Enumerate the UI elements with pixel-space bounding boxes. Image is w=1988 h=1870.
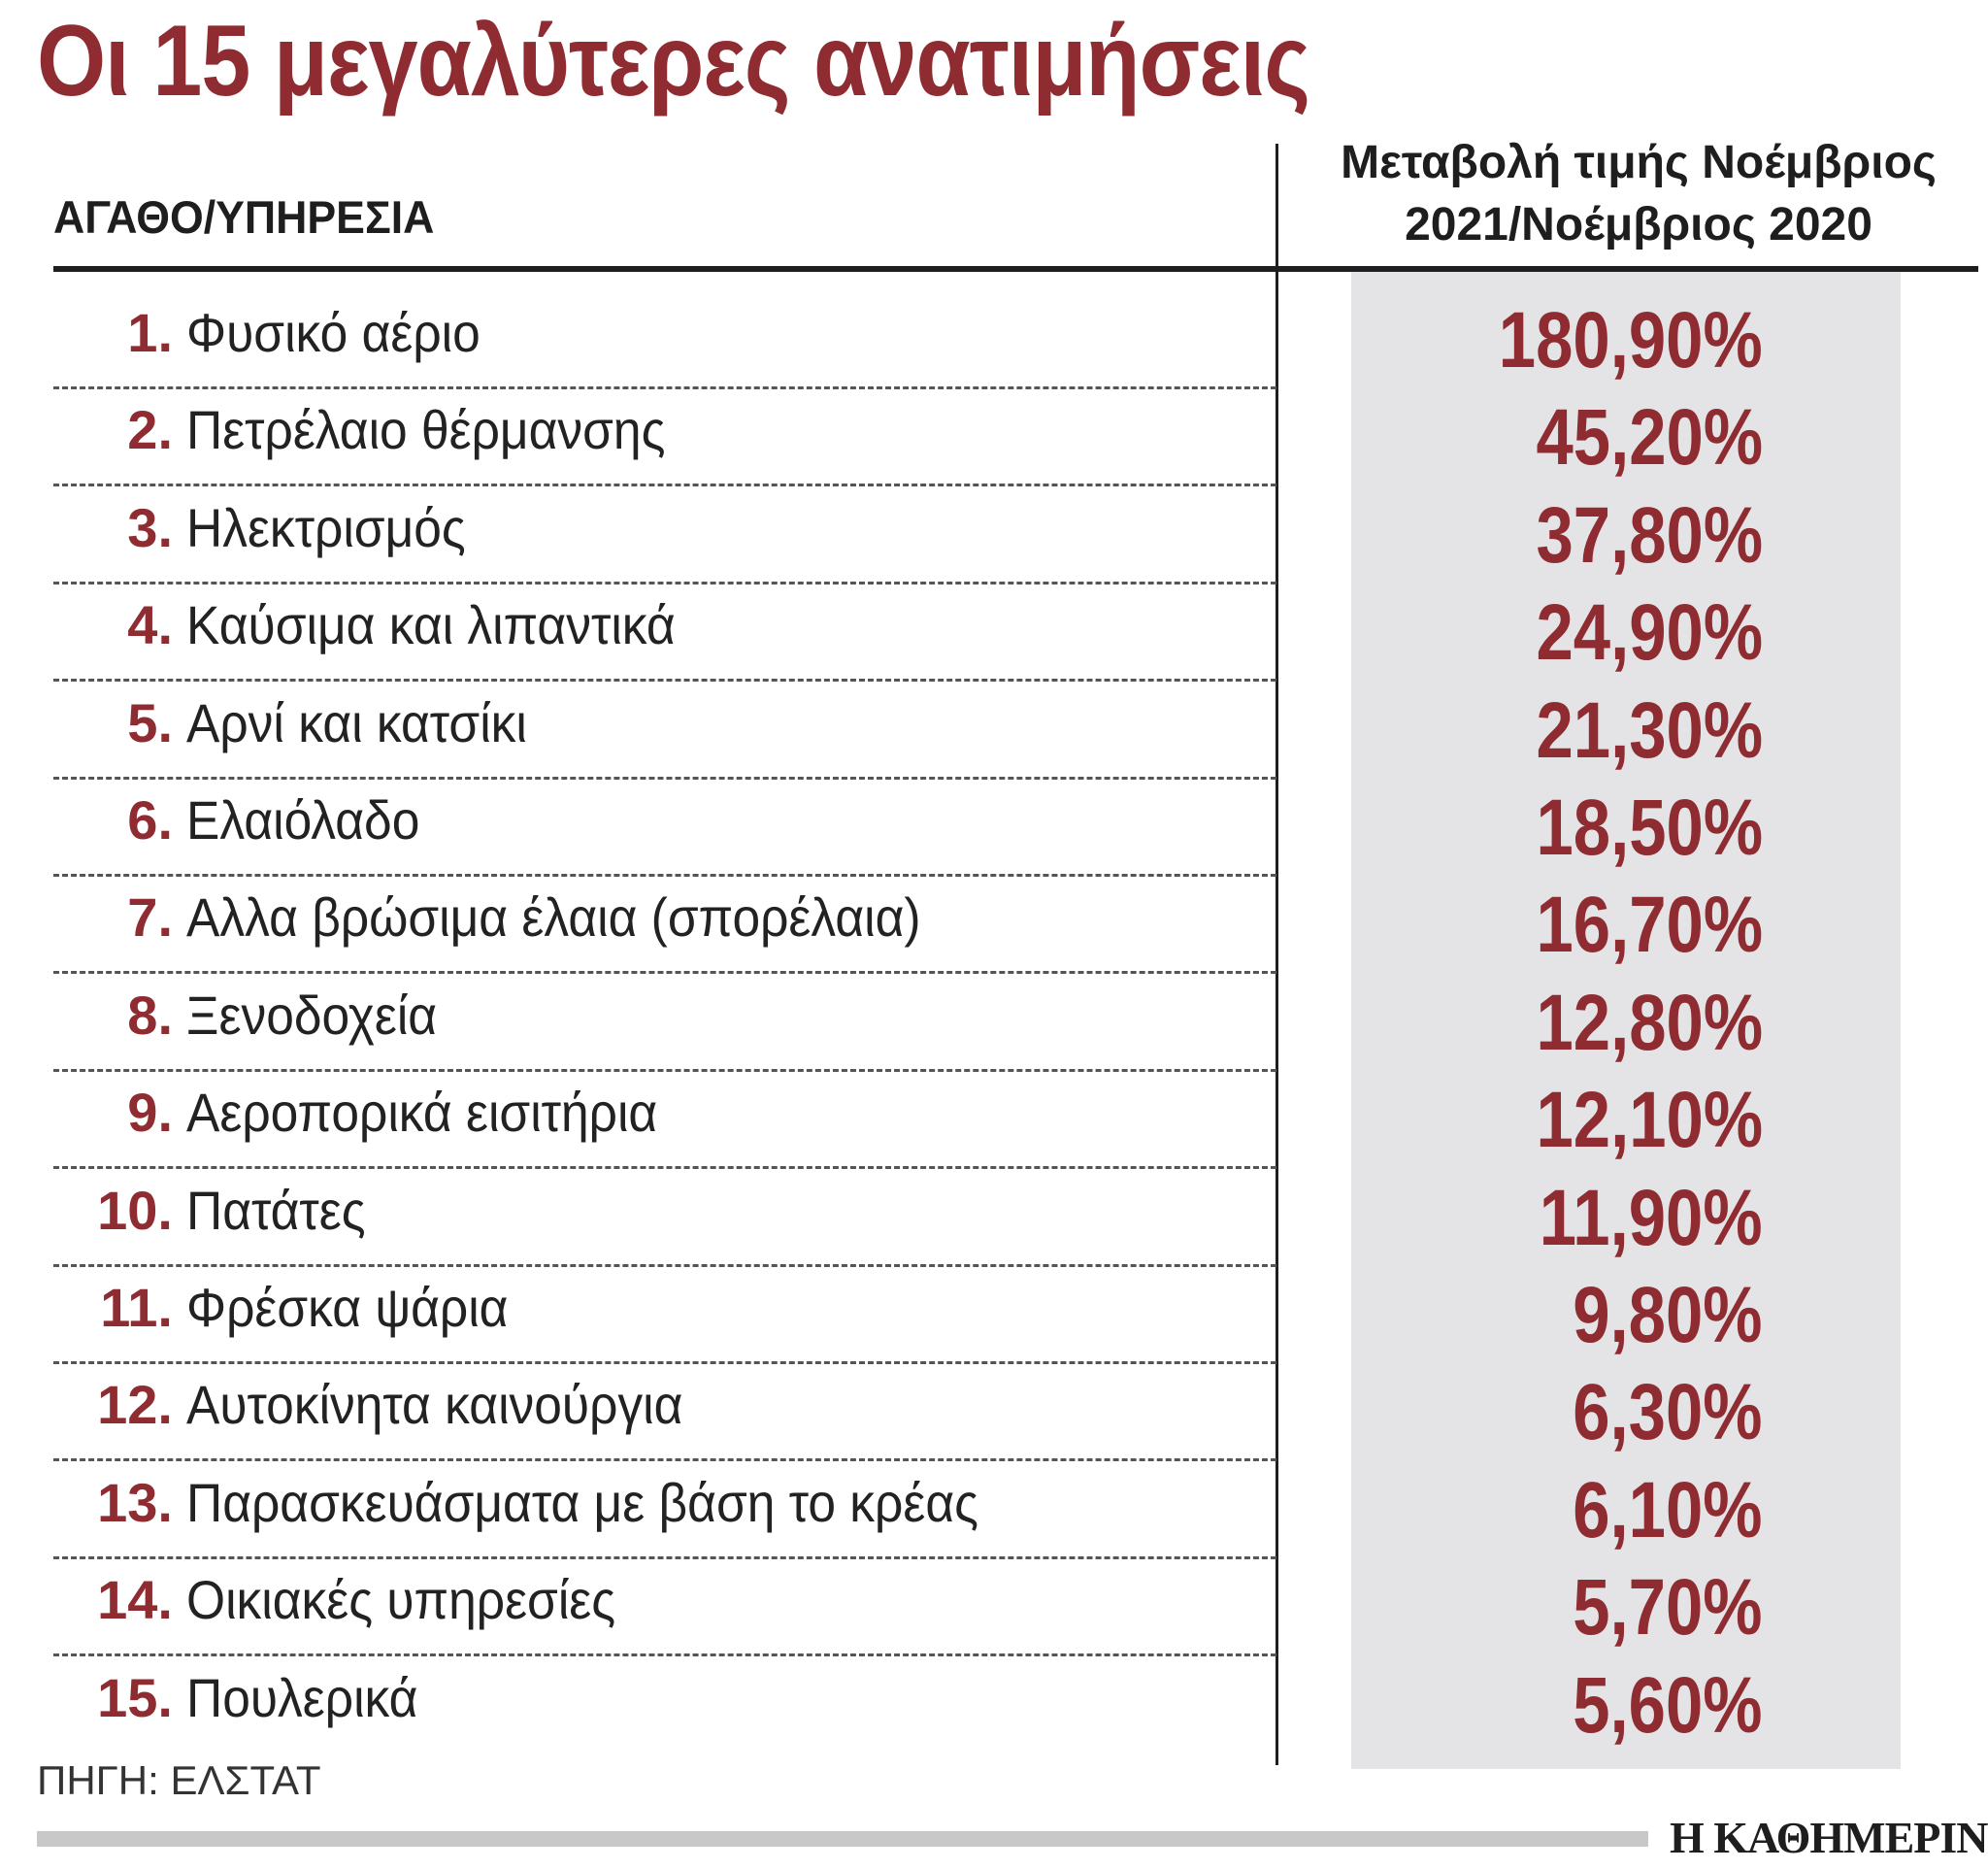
- row-value: 24,90%: [1536, 588, 1763, 678]
- row-rank: 1.: [127, 302, 173, 363]
- row-separator: [53, 1555, 1276, 1559]
- table-row: 12. Αυτοκίνητα καινούργια: [53, 1352, 1276, 1449]
- table-row: 11. Φρέσκα ψάρια: [53, 1254, 1276, 1352]
- row-value: 9,80%: [1573, 1271, 1763, 1359]
- row-rank: 3.: [127, 496, 173, 558]
- row-item-label: Ηλεκτρισμός: [186, 496, 466, 558]
- table-row: 6. Ελαιόλαδο: [53, 767, 1276, 864]
- row-separator: [53, 1068, 1276, 1072]
- row-item-label: Καύσιμα και λιπαντικά: [186, 594, 676, 656]
- row-item-label: Παρασκευάσματα με βάση το κρέας: [186, 1471, 978, 1533]
- row-value: 16,70%: [1536, 881, 1763, 970]
- row-separator: [53, 484, 1276, 487]
- row-rank: 10.: [97, 1179, 173, 1241]
- row-separator: [53, 1653, 1276, 1657]
- table-row: 4. Καύσιμα και λιπαντικά: [53, 572, 1276, 669]
- row-item-label: Αρνί και κατσίκι: [186, 691, 527, 753]
- row-separator: [53, 776, 1276, 780]
- table-row: 10. Πατάτες: [53, 1157, 1276, 1254]
- row-value: 45,20%: [1536, 393, 1763, 483]
- row-item-label: Οικιακές υπηρεσίες: [186, 1569, 616, 1631]
- column-header-value: Μεταβολή τιμής Νοέμβριος 2021/Νοέμβριος …: [1289, 132, 1988, 256]
- row-item-label: Αυτοκίνητα καινούργια: [186, 1374, 683, 1436]
- column-header-value-line2: 2021/Νοέμβριος 2020: [1405, 199, 1872, 250]
- row-item-label: Πετρέλαιο θέρμανσης: [186, 399, 666, 461]
- row-value: 180,90%: [1499, 296, 1763, 384]
- row-value: 18,50%: [1536, 784, 1763, 872]
- header-rule: [53, 266, 1978, 272]
- row-separator: [53, 1361, 1276, 1364]
- row-rank: 13.: [97, 1471, 173, 1533]
- row-rank: 14.: [97, 1569, 173, 1631]
- row-rank: 11.: [100, 1277, 173, 1338]
- row-rank: 9.: [127, 1082, 173, 1144]
- table-row: 8. Ξενοδοχεία: [53, 962, 1276, 1059]
- column-header-item: ΑΓΑΘΟ/ΥΠΗΡΕΣΙΑ: [53, 191, 435, 243]
- row-rank: 5.: [127, 691, 173, 753]
- column-header-value-line1: Μεταβολή τιμής Νοέμβριος: [1341, 137, 1937, 188]
- table-row: 15. Πουλερικά: [53, 1645, 1276, 1742]
- table-row: 2. Πετρέλαιο θέρμανσης: [53, 377, 1276, 474]
- row-separator: [53, 581, 1276, 584]
- row-rank: 12.: [97, 1374, 173, 1436]
- row-value: 37,80%: [1536, 490, 1763, 580]
- row-separator: [53, 971, 1276, 975]
- row-item-label: Αεροπορικά εισιτήρια: [186, 1082, 658, 1144]
- row-item-label: Πατάτες: [186, 1179, 366, 1241]
- footer-bar: [37, 1831, 1648, 1847]
- table-row: 3. Ηλεκτρισμός: [53, 475, 1276, 572]
- value-column-background: [1351, 272, 1901, 1769]
- table-row: 13. Παρασκευάσματα με βάση το κρέας: [53, 1450, 1276, 1547]
- row-rank: 4.: [127, 594, 173, 656]
- table-row: 9. Αεροπορικά εισιτήρια: [53, 1059, 1276, 1156]
- row-value: 6,10%: [1573, 1465, 1763, 1554]
- row-value: 12,80%: [1536, 978, 1763, 1067]
- row-separator: [53, 679, 1276, 683]
- row-item-label: Αλλα βρώσιμα έλαια (σπορέλαια): [186, 886, 921, 949]
- row-separator: [53, 874, 1276, 877]
- row-item-label: Πουλερικά: [186, 1666, 418, 1728]
- row-value: 5,70%: [1573, 1563, 1763, 1653]
- row-item-label: Ξενοδοχεία: [186, 984, 438, 1046]
- row-rank: 8.: [127, 984, 173, 1046]
- row-value: 5,60%: [1573, 1660, 1763, 1750]
- row-separator: [53, 1263, 1276, 1267]
- row-rank: 2.: [127, 399, 173, 461]
- row-item-label: Φρέσκα ψάρια: [186, 1277, 509, 1338]
- source-note: ΠΗΓΗ: ΕΛΣΤΑΤ: [37, 1757, 321, 1803]
- row-separator: [53, 1458, 1276, 1462]
- row-separator: [53, 386, 1276, 389]
- row-rank: 6.: [127, 789, 173, 851]
- row-item-label: Ελαιόλαδο: [186, 789, 420, 851]
- table-row: 14. Οικιακές υπηρεσίες: [53, 1547, 1276, 1644]
- row-rank: 15.: [97, 1666, 173, 1728]
- table-row: 5. Αρνί και κατσίκι: [53, 670, 1276, 767]
- row-value: 21,30%: [1536, 685, 1763, 775]
- column-divider: [1276, 144, 1278, 1765]
- row-separator: [53, 1166, 1276, 1170]
- row-rank: 7.: [127, 886, 173, 949]
- table-row: 1. Φυσικό αέριο: [53, 280, 1276, 377]
- row-item-label: Φυσικό αέριο: [186, 302, 480, 363]
- brand-logo: Η ΚΑΘΗΜΕΡΙΝΗ: [1670, 1813, 1988, 1862]
- row-value: 12,10%: [1536, 1076, 1763, 1165]
- row-value: 6,30%: [1573, 1368, 1763, 1457]
- chart-title: Οι 15 μεγαλύτερες ανατιμήσεις: [37, 5, 1310, 117]
- table-row: 7. Αλλα βρώσιμα έλαια (σπορέλαια): [53, 864, 1276, 961]
- row-value: 11,90%: [1540, 1173, 1763, 1262]
